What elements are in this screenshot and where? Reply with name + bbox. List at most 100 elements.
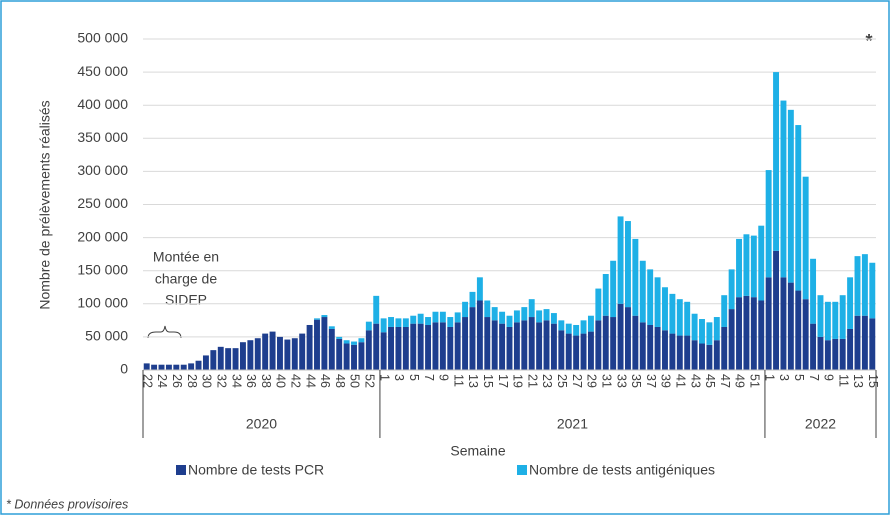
bar-segment [662,330,668,370]
bar-segment [758,300,765,370]
x-tick-label: 11 [451,374,465,387]
bar-segment [550,313,557,324]
bar-segment [573,335,580,370]
bar-segment [743,234,750,296]
y-tick-label: 250 000 [77,195,128,211]
x-tick-label: 15 [866,374,880,388]
bar-segment [365,330,372,370]
bar-segment [202,355,209,370]
bar-segment [358,338,365,343]
x-tick-label: 35 [629,374,643,388]
bar-segment [810,323,817,370]
bar-segment [802,176,809,300]
x-tick-label: 50 [348,374,362,388]
bar-segment [550,323,557,370]
bar-segment [299,333,306,370]
x-tick-label: 41 [673,374,687,388]
x-tick-label: 42 [288,374,302,388]
bar-segment [343,340,350,344]
bar-segment [232,348,239,370]
x-tick-label: 36 [244,374,258,388]
bar-segment [787,109,794,283]
y-tick-label: 400 000 [77,96,128,112]
x-tick-label: 45 [703,374,717,388]
x-tick-label: 25 [555,374,569,388]
bar-segment [521,307,528,321]
bar-segment [358,342,365,370]
bar-segment [439,311,446,323]
x-tick-label: 40 [274,374,288,388]
bar-segment [476,277,483,301]
bar-segment [499,323,506,370]
bar-segment [847,277,854,329]
bar-segment [462,317,469,370]
bar-segment [410,315,417,324]
y-tick-label: 500 000 [77,30,128,46]
bar-segment [787,282,794,370]
bar-segment [810,258,817,324]
bar-segment [580,333,587,370]
bar-segment [484,300,491,318]
bar-segment [639,260,646,323]
bar-segment [632,315,639,370]
bar-segment [306,324,313,370]
bar-segment [425,317,432,325]
annotation: Montée en [153,249,219,265]
bar-segment [824,301,831,341]
bar-segment [543,320,550,370]
bar-segment [158,364,165,370]
bar-segment [195,360,202,370]
bar-segment [454,312,461,323]
bar-segment [528,317,535,370]
bar-segment [402,326,409,370]
x-tick-label: 38 [259,374,273,388]
bar-segment [832,338,839,370]
bar-segment [676,335,683,370]
bar-segment [447,317,454,327]
bar-segment [506,326,513,370]
bar-segment [417,323,424,370]
x-tick-label: 28 [185,374,199,388]
y-tick-label: 300 000 [77,162,128,178]
x-tick-label: 22 [140,374,154,388]
bar-segment [832,301,839,339]
x-tick-label: 46 [318,374,332,388]
bar-segment [380,318,387,333]
bar-segment [587,315,594,332]
bar-segment [573,324,580,336]
bar-segment [602,274,609,316]
bar-segment [469,307,476,370]
group-label: 2022 [805,416,836,432]
x-tick-label: 15 [481,374,495,388]
bar-segment [625,307,631,370]
bar-segment [743,295,750,370]
bar-segment [721,295,728,327]
bar-segment [454,322,461,370]
bar-segment [669,333,676,370]
bar-segment [247,340,254,370]
bar-segment [262,333,269,370]
bar-segment [417,313,424,324]
bar-segment [647,269,654,325]
bar-segment [432,322,439,370]
y-tick-label: 0 [120,361,128,377]
bar-segment [476,300,483,370]
y-tick-label: 150 000 [77,261,128,277]
bar-segment [795,125,802,291]
x-tick-label: 3 [392,374,406,381]
bar-segment [647,324,654,370]
legend-swatch [517,465,527,475]
bar-segment [380,332,387,370]
legend-label: Nombre de tests PCR [188,462,324,478]
bar-segment [654,277,661,327]
bar-segment [291,338,298,370]
x-tick-label: 49 [733,374,747,388]
bar-segment [750,235,757,298]
bar-segment [869,262,876,319]
bar-segment [602,315,609,370]
bar-segment [765,277,772,370]
bar-segment [447,326,454,370]
x-tick-label: 43 [688,374,702,388]
bar-segment [795,290,802,370]
bar-segment [254,338,261,370]
